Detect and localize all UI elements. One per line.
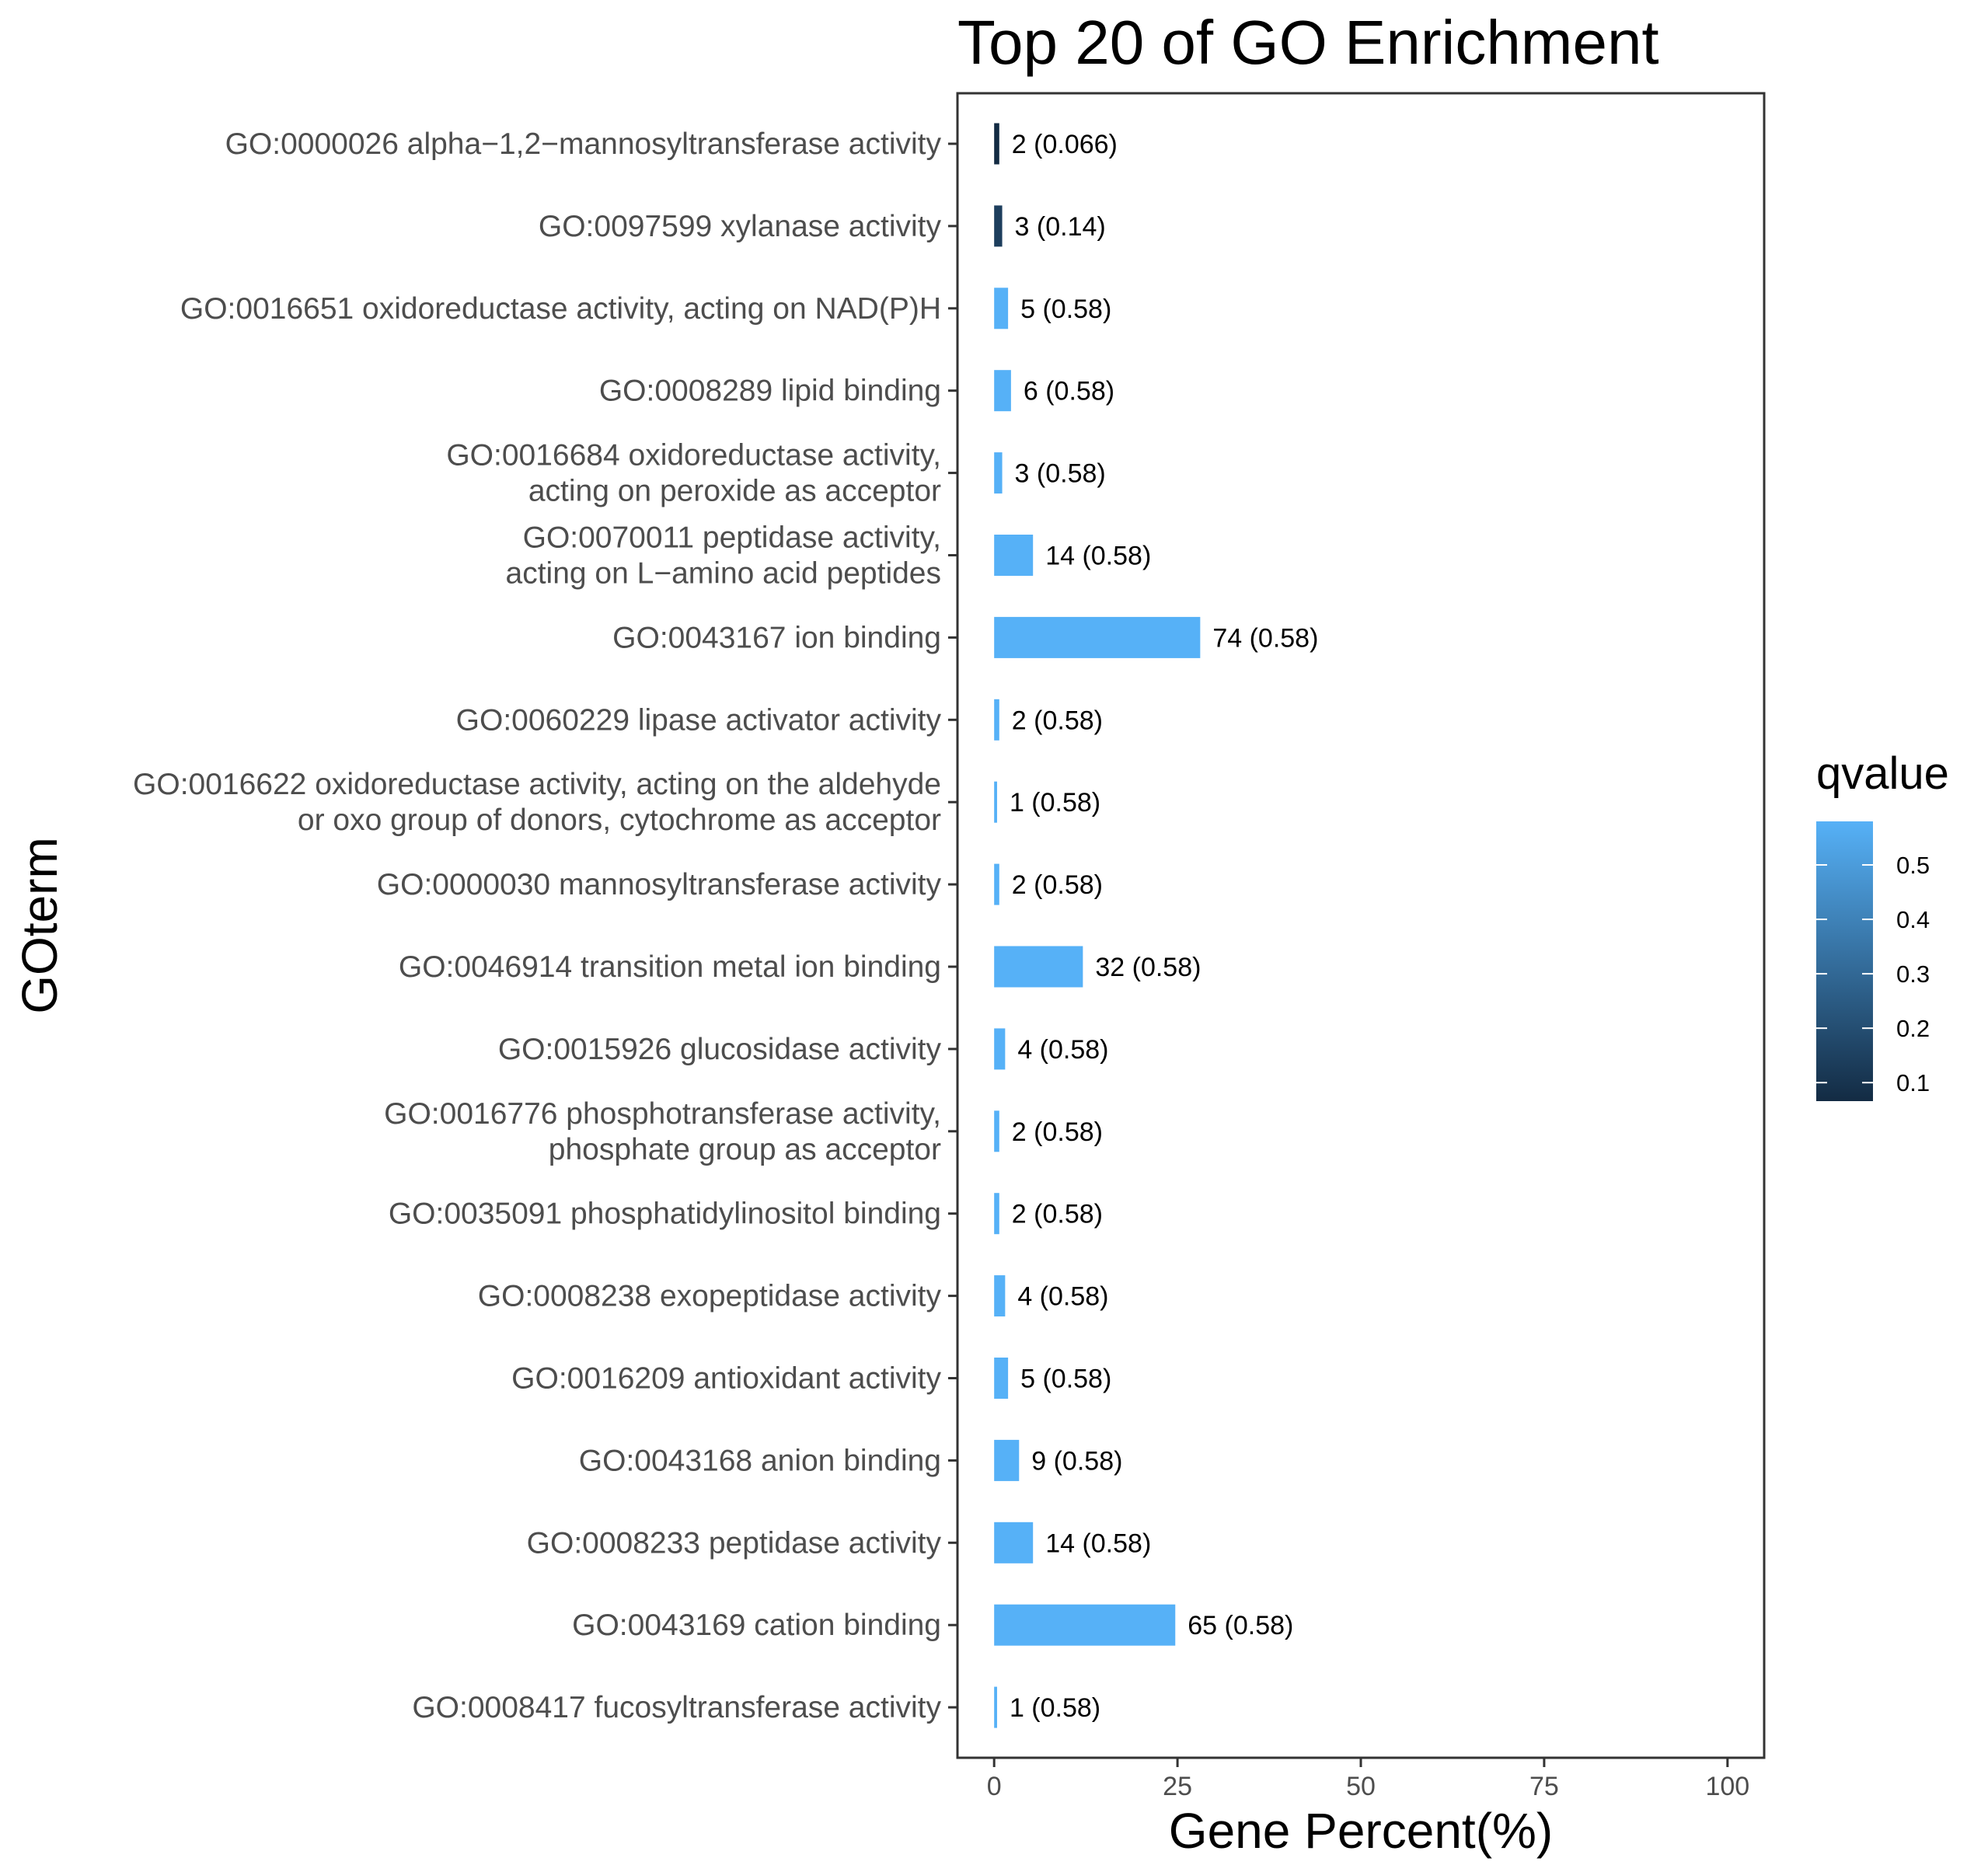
y-axis-title: GOterm	[12, 837, 68, 1014]
legend-tick-label: 0.3	[1896, 960, 1930, 988]
x-tick-label: 75	[1529, 1772, 1559, 1801]
bar	[994, 1275, 1006, 1317]
data-label: 4 (0.58)	[1017, 1282, 1108, 1312]
bar	[994, 288, 1009, 329]
x-tick-label: 0	[987, 1772, 1002, 1801]
legend-tick-label: 0.2	[1896, 1015, 1930, 1042]
bar	[994, 616, 1201, 658]
data-label: 74 (0.58)	[1212, 623, 1318, 653]
data-label: 5 (0.58)	[1020, 1365, 1111, 1394]
data-label: 1 (0.58)	[1010, 1693, 1100, 1723]
y-tick-label: GO:0043168 anion binding	[579, 1444, 941, 1477]
data-label: 2 (0.58)	[1012, 1117, 1103, 1147]
bar	[994, 205, 1003, 247]
data-label: 3 (0.58)	[1015, 459, 1106, 489]
data-label: 9 (0.58)	[1031, 1446, 1122, 1476]
data-label: 1 (0.58)	[1010, 788, 1100, 817]
bar	[994, 370, 1011, 412]
y-tick-labels: GO:0000026 alpha−1,2−mannosyltransferase…	[133, 127, 941, 1724]
chart-title: Top 20 of GO Enrichment	[957, 8, 1659, 77]
data-label: 2 (0.58)	[1012, 870, 1103, 900]
bar	[994, 1522, 1034, 1563]
data-label: 2 (0.58)	[1012, 1200, 1103, 1229]
x-tick-label: 50	[1346, 1772, 1376, 1801]
y-tick-label: GO:0016651 oxidoreductase activity, acti…	[180, 292, 941, 326]
bar	[994, 863, 999, 905]
bar	[994, 1193, 999, 1235]
data-label: 6 (0.58)	[1024, 377, 1114, 406]
bar	[994, 1439, 1020, 1481]
x-axis-ticks: 0 25 50 75 100	[987, 1758, 1749, 1801]
data-label: 14 (0.58)	[1045, 1529, 1151, 1558]
data-label: 2 (0.58)	[1012, 706, 1103, 735]
y-tick-label: GO:0008238 exopeptidase activity	[478, 1280, 942, 1313]
y-tick-label: GO:0015926 glucosidase activity	[498, 1033, 942, 1066]
data-label: 5 (0.58)	[1020, 295, 1111, 324]
y-tick-label: GO:0008417 fucosyltransferase activity	[412, 1691, 941, 1724]
data-label: 14 (0.58)	[1045, 542, 1151, 571]
y-tick-label: GO:0016209 antioxidant activity	[511, 1362, 941, 1396]
y-tick-label: GO:0000030 mannosyltransferase activity	[377, 868, 942, 901]
bars	[994, 123, 1201, 1728]
data-label: 4 (0.58)	[1017, 1035, 1108, 1065]
data-label: 2 (0.066)	[1012, 130, 1118, 159]
y-tick-label: GO:0016776 phosphotransferase activity, p…	[384, 1097, 941, 1166]
legend-tick-label: 0.1	[1896, 1069, 1930, 1096]
bar	[994, 781, 997, 823]
y-tick-label: GO:0000026 alpha−1,2−mannosyltransferase…	[225, 127, 942, 161]
bar	[994, 1604, 1176, 1646]
y-tick-label: GO:0016622 oxidoreductase activity, acti…	[133, 768, 941, 837]
bar	[994, 1110, 999, 1152]
y-tick-label: GO:0035091 phosphatidylinositol binding	[389, 1197, 941, 1231]
legend-title: qvalue	[1816, 748, 1949, 799]
y-tick-label: GO:0043169 cation binding	[572, 1609, 941, 1642]
legend-tick-label: 0.4	[1896, 906, 1930, 933]
x-tick-label: 100	[1705, 1772, 1749, 1801]
legend-colorbar	[1816, 821, 1873, 1101]
bar	[994, 699, 999, 741]
y-tick-label: GO:0016684 oxidoreductase activity, actin…	[446, 439, 941, 508]
y-axis-ticks	[948, 142, 957, 1709]
bar	[994, 452, 1003, 494]
data-label: 65 (0.58)	[1188, 1611, 1293, 1640]
legend-ticks: 0.1 0.2 0.3 0.4 0.5	[1816, 852, 1930, 1096]
y-tick-label: GO:0008233 peptidase activity	[527, 1526, 942, 1560]
y-tick-label: GO:0043167 ion binding	[612, 621, 941, 654]
data-labels: 2 (0.066) 3 (0.14) 5 (0.58) 6 (0.58) 3 (0.58…	[1010, 130, 1318, 1723]
data-label: 3 (0.14)	[1015, 212, 1106, 242]
y-tick-label: GO:0070011 peptidase activity, acting on …	[506, 521, 941, 591]
data-label: 32 (0.58)	[1095, 953, 1201, 982]
x-axis-title: Gene Percent(%)	[1169, 1803, 1553, 1859]
y-tick-label: GO:0060229 lipase activator activity	[456, 703, 942, 737]
bar	[994, 123, 999, 165]
plot-panel	[956, 92, 1766, 1759]
y-tick-label: GO:0008289 lipid binding	[599, 375, 941, 408]
bar	[994, 1686, 997, 1728]
bar	[994, 1358, 1009, 1399]
bar	[994, 535, 1034, 576]
x-tick-label: 25	[1163, 1772, 1192, 1801]
bar	[994, 946, 1083, 988]
legend-tick-label: 0.5	[1896, 852, 1930, 879]
y-tick-label: GO:0046914 transition metal ion binding	[399, 950, 941, 984]
bar	[994, 1028, 1006, 1070]
y-tick-label: GO:0097599 xylanase activity	[539, 210, 942, 243]
